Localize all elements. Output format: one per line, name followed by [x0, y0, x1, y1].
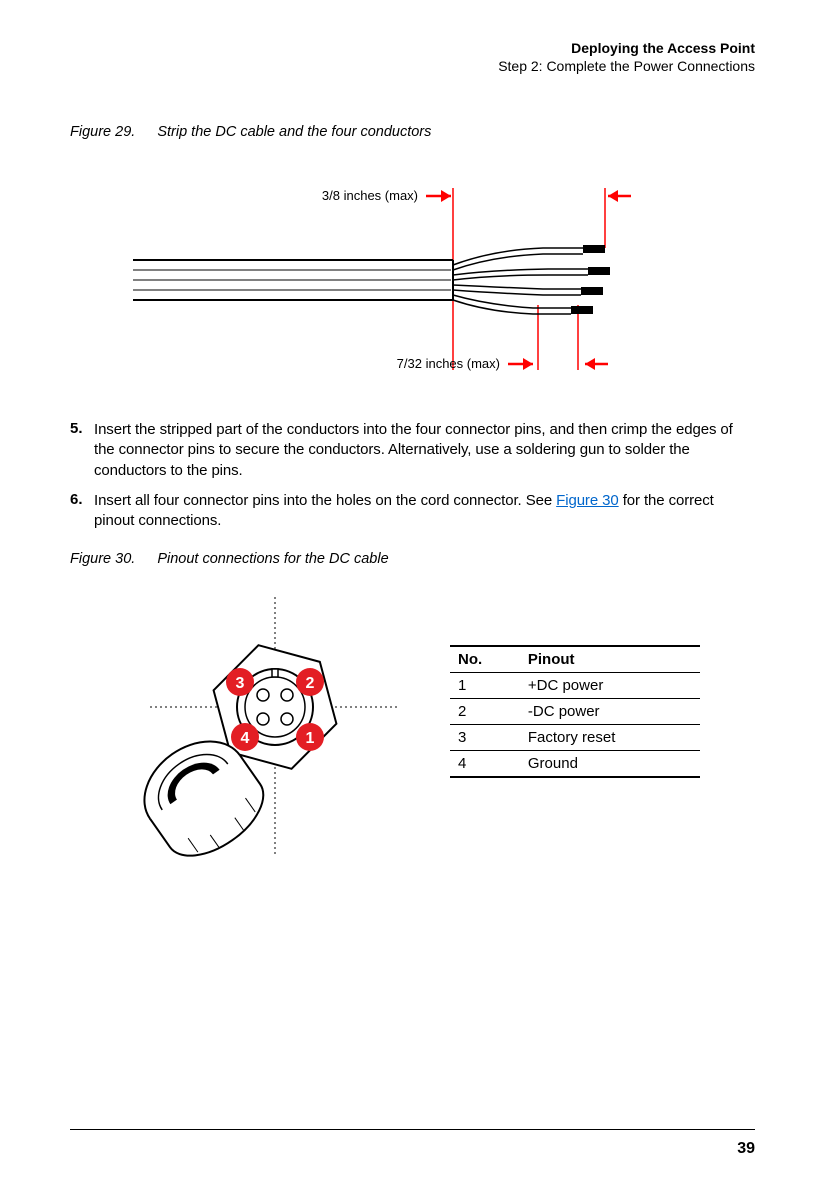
- step-6: 6. Insert all four connector pins into t…: [70, 491, 755, 532]
- pin-badge-1: 1: [296, 723, 324, 751]
- cable-outline: [133, 260, 453, 300]
- figure-number: Figure 30.: [70, 551, 135, 567]
- step-text: Insert all four connector pins into the …: [94, 491, 755, 532]
- table-header-row: No. Pinout: [450, 646, 700, 673]
- cell-no: 4: [450, 751, 520, 778]
- figure-29-caption: Figure 29. Strip the DC cable and the fo…: [70, 124, 755, 140]
- figure-30-link[interactable]: Figure 30: [556, 492, 618, 509]
- cell-no: 2: [450, 699, 520, 725]
- step-list: 5. Insert the stripped part of the condu…: [70, 420, 755, 531]
- col-header-no: No.: [450, 646, 520, 673]
- page-header: Deploying the Access Point Step 2: Compl…: [70, 40, 755, 74]
- step-text: Insert the stripped part of the conducto…: [94, 420, 755, 481]
- cable-strip-diagram: 3/8 inches (max): [133, 170, 693, 390]
- header-subtitle: Step 2: Complete the Power Connections: [70, 58, 755, 74]
- figure-title: Strip the DC cable and the four conducto…: [157, 124, 431, 140]
- figure-30-caption: Figure 30. Pinout connections for the DC…: [70, 551, 755, 567]
- arrow-left-bottom: [508, 358, 533, 370]
- svg-text:1: 1: [306, 730, 315, 747]
- table-row: 1 +DC power: [450, 673, 700, 699]
- connector-section: 3 2 4 1 No. Pinout 1 +DC power: [70, 597, 755, 877]
- cell-pinout: +DC power: [520, 673, 700, 699]
- step-number: 6.: [70, 491, 94, 532]
- page-footer: 39: [70, 1129, 755, 1158]
- col-header-pinout: Pinout: [520, 646, 700, 673]
- cell-no: 3: [450, 725, 520, 751]
- cell-no: 1: [450, 673, 520, 699]
- cell-pinout: -DC power: [520, 699, 700, 725]
- arrow-left-top: [426, 190, 451, 202]
- table-row: 3 Factory reset: [450, 725, 700, 751]
- arrow-right-top: [608, 190, 631, 202]
- cell-pinout: Ground: [520, 751, 700, 778]
- step-number: 5.: [70, 420, 94, 481]
- table-row: 2 -DC power: [450, 699, 700, 725]
- pinout-table: No. Pinout 1 +DC power 2 -DC power 3 Fac…: [450, 645, 700, 778]
- table-row: 4 Ground: [450, 751, 700, 778]
- pin-badge-4: 4: [231, 723, 259, 751]
- connector-diagram: 3 2 4 1: [100, 597, 420, 877]
- bottom-label: 7/32 inches (max): [396, 356, 499, 371]
- arrow-right-bottom: [585, 358, 608, 370]
- header-title: Deploying the Access Point: [70, 40, 755, 56]
- pin-badge-3: 3: [226, 668, 254, 696]
- stripped-conductors: [453, 245, 610, 314]
- svg-text:4: 4: [241, 730, 250, 747]
- page-number: 39: [737, 1140, 755, 1157]
- figure-number: Figure 29.: [70, 124, 135, 140]
- top-label: 3/8 inches (max): [321, 188, 417, 203]
- svg-text:3: 3: [236, 675, 245, 692]
- figure-title: Pinout connections for the DC cable: [157, 551, 388, 567]
- svg-text:2: 2: [306, 675, 315, 692]
- cell-pinout: Factory reset: [520, 725, 700, 751]
- step-5: 5. Insert the stripped part of the condu…: [70, 420, 755, 481]
- pin-badge-2: 2: [296, 668, 324, 696]
